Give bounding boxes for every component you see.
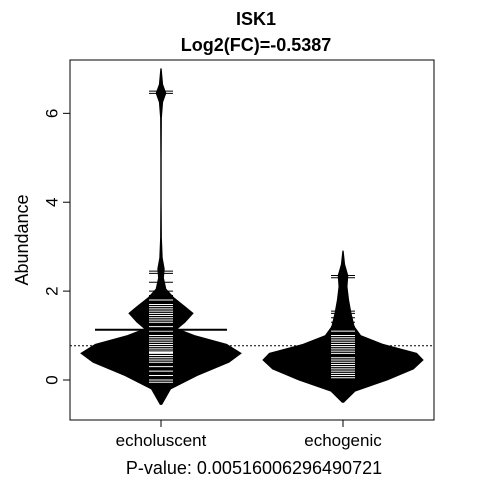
- x-axis-label: P-value: 0.00516006296490721: [126, 458, 382, 478]
- y-tick-label: 6: [42, 109, 61, 118]
- y-tick-label: 4: [42, 197, 61, 206]
- x-tick-label: echoluscent: [116, 431, 207, 450]
- y-axis: 0 2 4 6: [42, 109, 70, 385]
- y-tick-label: 0: [42, 375, 61, 384]
- y-axis-label: Abundance: [12, 194, 32, 285]
- chart-title: ISK1: [236, 9, 276, 29]
- x-tick-label: echogenic: [304, 431, 382, 450]
- chart-subtitle: Log2(FC)=-0.5387: [181, 35, 332, 55]
- beans-layer: [70, 68, 434, 405]
- plot-frame: [69, 59, 435, 421]
- y-tick-label: 2: [42, 286, 61, 295]
- x-axis: echoluscent echogenic: [116, 420, 382, 450]
